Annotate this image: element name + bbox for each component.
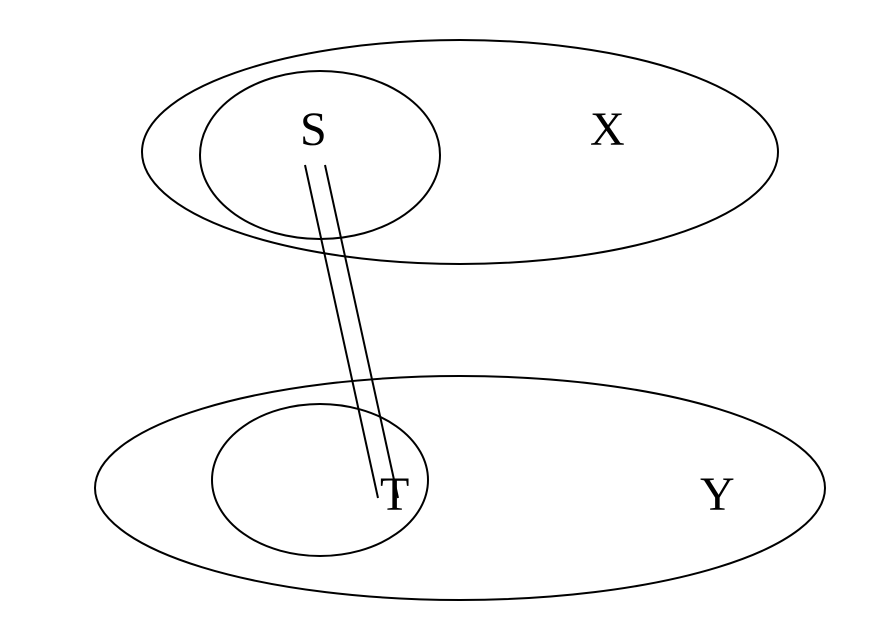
label-s: S (300, 103, 327, 156)
label-y: Y (700, 468, 735, 521)
label-t: T (380, 468, 409, 521)
label-x: X (590, 103, 625, 156)
connector-line-2 (325, 165, 398, 498)
connector-line-1 (305, 165, 378, 498)
ellipse-x (142, 40, 778, 264)
